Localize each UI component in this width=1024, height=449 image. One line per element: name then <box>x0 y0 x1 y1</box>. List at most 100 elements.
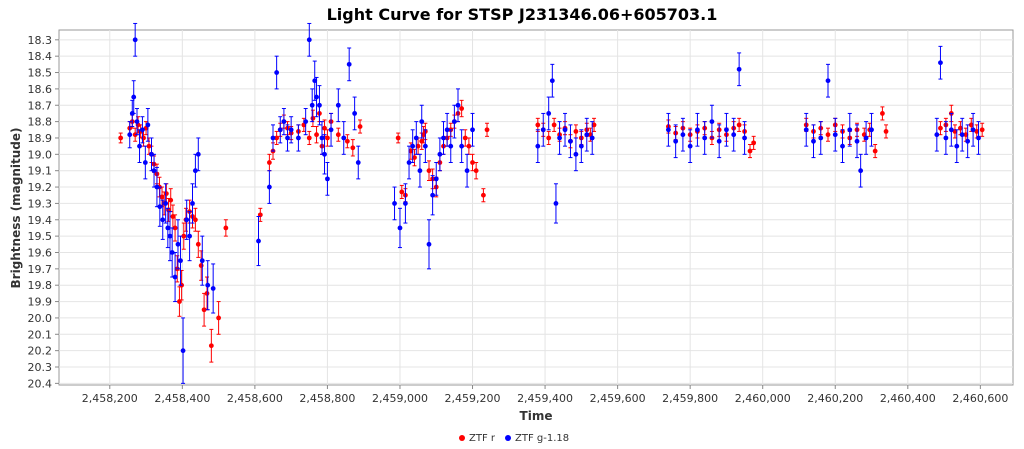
data-point-ztf-r <box>426 168 432 174</box>
data-point-ztf-r <box>462 135 468 141</box>
data-point-ztf-g-1-18 <box>274 70 280 75</box>
data-point-ztf-g-1-18 <box>965 138 971 144</box>
data-point-ztf-r <box>546 135 552 141</box>
y-tick-label: 19.9 <box>28 296 53 309</box>
data-point-ztf-g-1-18 <box>840 143 845 149</box>
data-point-ztf-r <box>350 145 356 151</box>
data-point-ztf-g-1-18 <box>149 151 154 157</box>
data-point-ztf-g-1-18 <box>142 160 148 165</box>
data-point-ztf-g-1-18 <box>430 192 436 198</box>
data-point-ztf-g-1-18 <box>266 184 272 190</box>
data-point-ztf-g-1-18 <box>335 102 341 108</box>
data-point-ztf-g-1-18 <box>934 132 940 138</box>
data-point-ztf-g-1-18 <box>165 225 171 231</box>
x-axis-label: Time <box>520 409 553 423</box>
data-point-ztf-g-1-18 <box>665 127 671 133</box>
data-point-ztf-g-1-18 <box>426 241 432 247</box>
data-point-ztf-r <box>146 143 152 149</box>
data-point-ztf-g-1-18 <box>441 135 446 141</box>
data-point-ztf-g-1-18 <box>832 132 838 138</box>
data-point-ztf-g-1-18 <box>938 60 943 66</box>
data-point-ztf-g-1-18 <box>151 168 157 174</box>
x-tick-label: 2,458,600 <box>227 392 283 405</box>
data-point-ztf-g-1-18 <box>549 78 555 84</box>
data-point-ztf-r <box>968 122 974 128</box>
data-point-ztf-g-1-18 <box>392 201 397 206</box>
data-point-ztf-g-1-18 <box>410 143 416 149</box>
data-point-ztf-g-1-18 <box>573 151 579 157</box>
data-point-ztf-g-1-18 <box>309 102 315 108</box>
x-axis: 2,458,200 2,458,400 2,458,600 2,458,800 2,45… <box>82 385 1008 405</box>
data-point-ztf-g-1-18 <box>178 258 183 264</box>
data-point-ztf-g-1-18 <box>470 127 475 133</box>
data-point-ztf-r <box>958 125 963 131</box>
chart-title: Light Curve for STSP J231346.06+605703.1 <box>327 5 718 24</box>
x-tick-label: 2,459,800 <box>662 392 718 405</box>
data-point-ztf-g-1-18 <box>858 168 864 174</box>
data-point-ztf-g-1-18 <box>205 282 211 288</box>
x-tick-label: 2,458,400 <box>154 392 210 405</box>
data-point-ztf-r <box>551 122 557 128</box>
data-point-ztf-r <box>192 217 198 223</box>
data-point-ztf-g-1-18 <box>413 135 419 141</box>
data-point-ztf-g-1-18 <box>403 201 408 206</box>
plot-area <box>58 29 1014 386</box>
data-point-ztf-g-1-18 <box>811 138 816 144</box>
y-tick-label: 18.7 <box>28 99 53 112</box>
x-tick-label: 2,460,600 <box>952 392 1008 405</box>
data-point-ztf-g-1-18 <box>127 132 133 138</box>
data-point-ztf-g-1-18 <box>352 111 358 116</box>
data-point-ztf-g-1-18 <box>736 66 742 72</box>
data-point-ztf-g-1-18 <box>210 286 216 291</box>
data-point-ztf-g-1-18 <box>346 61 352 67</box>
data-point-ztf-r <box>573 129 579 134</box>
data-point-ztf-g-1-18 <box>296 135 301 141</box>
y-tick-label: 19.4 <box>28 214 53 227</box>
x-tick-label: 2,459,200 <box>445 392 501 405</box>
data-point-ztf-g-1-18 <box>568 138 573 144</box>
data-point-ztf-g-1-18 <box>869 127 874 133</box>
x-tick-label: 2,459,400 <box>517 392 573 405</box>
data-point-ztf-g-1-18 <box>132 37 138 43</box>
data-point-ztf-g-1-18 <box>557 135 562 141</box>
x-tick-label: 2,460,000 <box>735 392 791 405</box>
data-point-ztf-r <box>118 135 124 141</box>
data-point-ztf-g-1-18 <box>437 151 443 157</box>
data-point-ztf-g-1-18 <box>419 119 425 125</box>
data-point-ztf-r <box>399 189 405 195</box>
data-point-ztf-g-1-18 <box>448 143 454 149</box>
data-point-ztf-r <box>470 160 475 165</box>
data-point-ztf-r <box>181 233 187 239</box>
data-point-ztf-g-1-18 <box>163 201 169 206</box>
data-point-ztf-g-1-18 <box>154 184 160 190</box>
data-point-ztf-g-1-18 <box>455 102 461 108</box>
data-point-ztf-g-1-18 <box>256 238 261 244</box>
data-point-ztf-g-1-18 <box>314 94 319 100</box>
data-point-ztf-g-1-18 <box>192 168 198 174</box>
data-point-ztf-g-1-18 <box>562 127 568 133</box>
data-point-ztf-r <box>141 135 146 141</box>
y-tick-label: 18.6 <box>28 83 53 96</box>
data-point-ztf-g-1-18 <box>970 127 976 133</box>
data-point-ztf-g-1-18 <box>589 135 595 141</box>
data-point-ztf-r <box>747 148 753 154</box>
data-point-ztf-g-1-18 <box>976 135 981 141</box>
data-point-ztf-r <box>481 192 486 198</box>
data-point-ztf-g-1-18 <box>451 119 457 125</box>
data-point-ztf-r <box>357 124 363 129</box>
data-point-ztf-g-1-18 <box>818 135 824 141</box>
y-tick-label: 19.8 <box>28 279 53 292</box>
data-point-ztf-g-1-18 <box>464 168 470 174</box>
y-tick-label: 20.4 <box>28 377 53 390</box>
data-point-ztf-g-1-18 <box>540 127 546 133</box>
data-point-ztf-r <box>306 135 312 141</box>
y-tick-label: 19.5 <box>28 230 53 243</box>
x-tick-label: 2,460,200 <box>807 392 863 405</box>
data-point-ztf-g-1-18 <box>319 135 325 141</box>
data-point-ztf-g-1-18 <box>199 258 205 264</box>
data-point-ztf-g-1-18 <box>584 132 590 138</box>
data-point-ztf-g-1-18 <box>190 201 195 206</box>
data-point-ztf-g-1-18 <box>959 132 965 138</box>
data-point-ztf-g-1-18 <box>397 225 403 231</box>
